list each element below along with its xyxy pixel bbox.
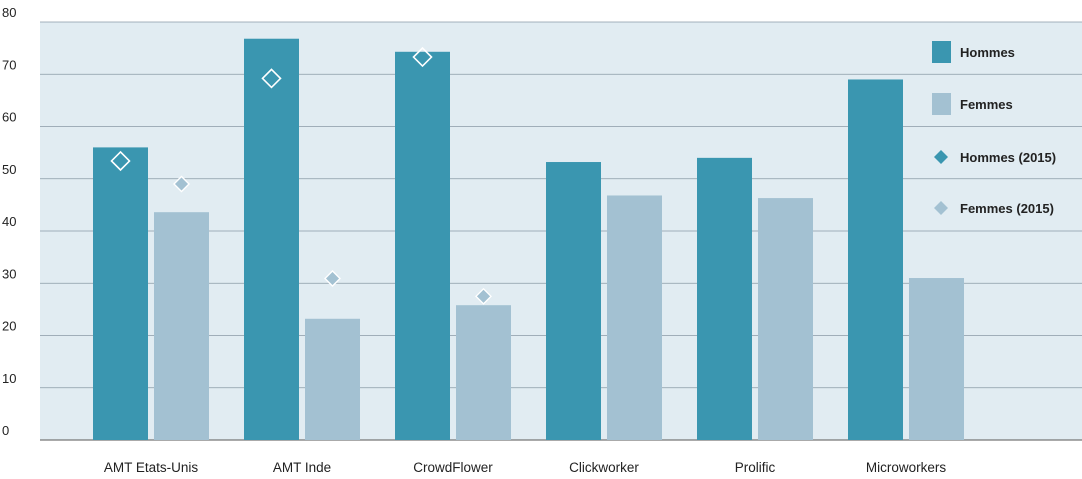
bar-hommes-2 [395,51,450,440]
x-axis-categories: AMT Etats-Unis AMT Inde CrowdFlower Clickwo… [104,460,947,475]
marker-hommes-2015--0 [110,150,131,172]
legend-marker-hommes-2015- [934,150,948,164]
bar-hommes-4 [697,157,752,440]
legend-label-hommes-2015-: Hommes (2015) [960,150,1056,165]
marker-hommes-2015--1 [261,68,282,89]
bar-femmes-4 [758,198,813,440]
bar-femmes-2 [456,305,511,440]
marker-femmes-2015--2 [475,287,492,305]
y-tick-label: 60 [2,110,16,125]
legend-label-hommes: Hommes [960,45,1015,60]
y-tick-label: 0 [2,423,9,438]
legend-label-femmes-2015-: Femmes (2015) [960,201,1054,216]
y-tick-label: 80 [2,5,16,20]
y-tick-label: 20 [2,319,16,334]
bar-femmes-0 [154,212,209,440]
bar-hommes-5 [848,79,903,440]
legend-marker-femmes-2015- [934,201,948,215]
category-label: AMT Etats-Unis [104,460,199,475]
y-tick-label: 70 [2,57,16,72]
y-axis-ticks: 0 10 20 30 40 50 60 70 80 [2,5,16,438]
bar-hommes-3 [546,162,601,440]
legend-label-femmes: Femmes [960,97,1013,112]
bar-hommes-0 [93,147,148,440]
category-label: CrowdFlower [413,460,493,475]
category-label: AMT Inde [273,460,331,475]
bar-femmes-3 [607,195,662,440]
legend: Hommes Femmes Hommes (2015) Femmes (2015) [932,41,1056,216]
category-label: Prolific [735,460,776,475]
markers-2015 [110,46,492,305]
marker-femmes-2015--1 [324,270,341,288]
legend-swatch-hommes [932,41,951,63]
category-label: Microworkers [866,460,947,475]
bars [93,38,964,440]
category-label: Clickworker [569,460,639,475]
y-tick-label: 30 [2,266,16,281]
bar-femmes-5 [909,278,964,440]
bar-femmes-1 [305,318,360,440]
marker-femmes-2015--0 [173,175,190,193]
bar-hommes-1 [244,38,299,440]
marker-hommes-2015--2 [412,46,433,68]
y-tick-label: 10 [2,371,16,386]
y-tick-label: 50 [2,162,16,177]
legend-swatch-femmes [932,93,951,115]
y-tick-label: 40 [2,214,16,229]
